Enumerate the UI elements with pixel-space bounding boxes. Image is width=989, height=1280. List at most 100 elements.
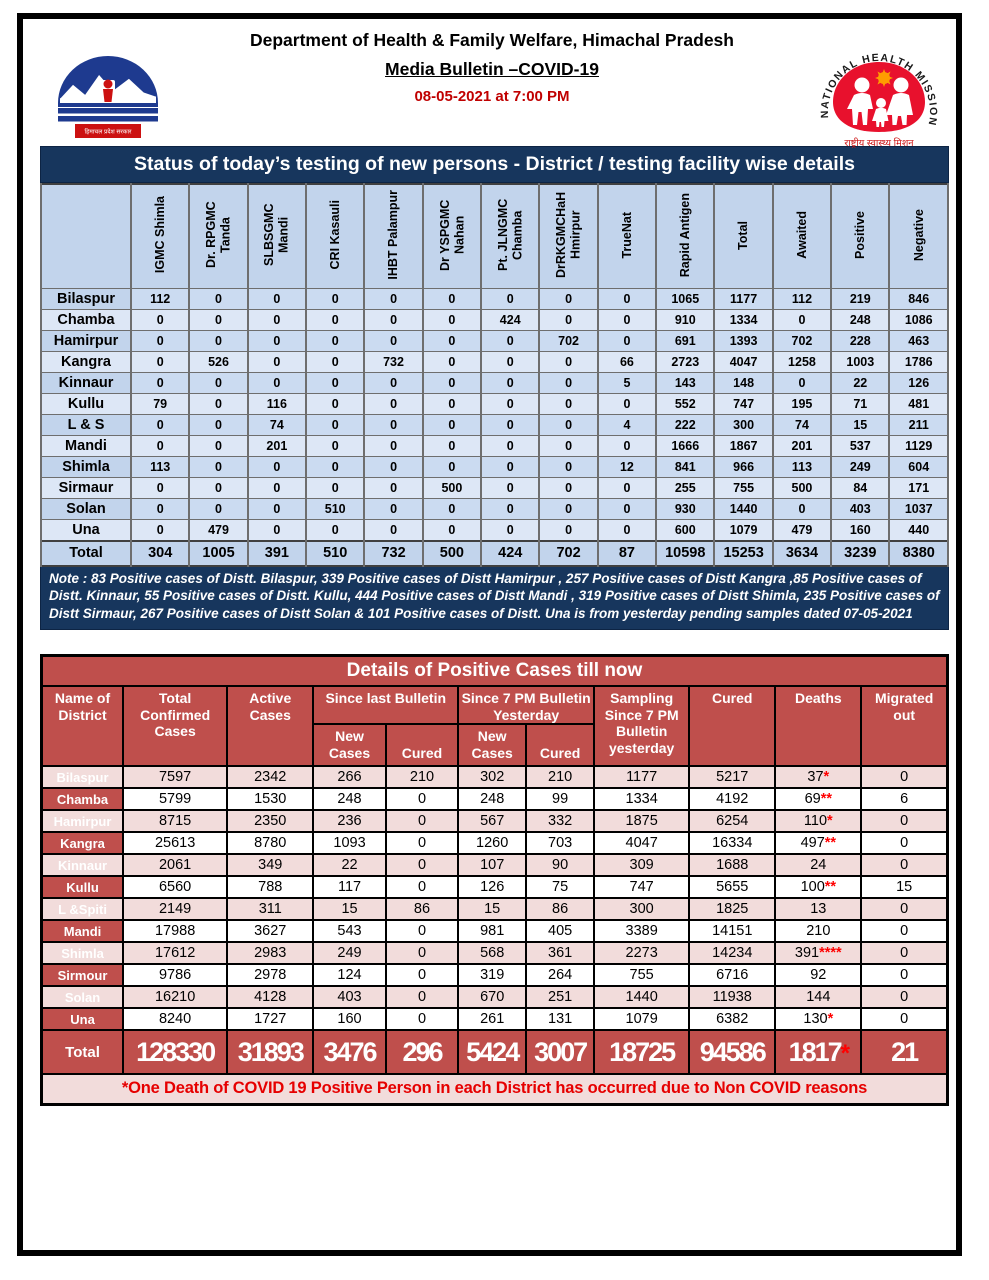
district-name-cell: Bilaspur [40, 765, 125, 790]
value-cell: 14151 [688, 919, 777, 944]
col-header-sampling: Sampling Since 7 PM Bulletin yesterday [593, 684, 691, 768]
deaths-cell: 13 [774, 897, 863, 922]
col-group-since-last-bulletin: Since last Bulletin [312, 684, 460, 726]
value-cell: 248 [457, 787, 528, 812]
value-cell: 568 [457, 941, 528, 966]
facility-column-header: Positive [830, 183, 891, 289]
value-cell: 0 [421, 351, 483, 373]
value-cell: 0 [363, 477, 424, 499]
value-cell: 0 [421, 330, 483, 352]
testing-table-note: Note : 83 Positive cases of Distt. Bilas… [40, 566, 949, 631]
value-cell: 479 [771, 519, 833, 541]
facility-column-header: IHBT Palampur [363, 183, 424, 289]
value-cell: 300 [593, 897, 691, 922]
value-cell: 17988 [122, 919, 229, 944]
district-name-cell: Kullu [40, 875, 125, 900]
value-cell: 3476 [312, 1029, 387, 1076]
value-cell: 0 [538, 519, 599, 541]
value-cell: 552 [655, 393, 716, 415]
facility-column-header: Negative [888, 183, 949, 289]
death-asterisk: * [827, 813, 833, 830]
value-cell: 463 [888, 330, 949, 352]
value-cell: 1825 [688, 897, 777, 922]
value-cell: 210 [525, 765, 596, 790]
value-cell: 71 [830, 393, 891, 415]
district-name-cell: Shimla [40, 941, 125, 966]
value-cell: 300 [713, 414, 774, 436]
value-cell: 702 [771, 330, 833, 352]
testing-table-row: Shimla 113 0 0 0 0 0 0 0 12 841 966 113 249 604 [40, 456, 949, 478]
value-cell: 8780 [226, 831, 315, 856]
value-cell: 424 [480, 309, 541, 331]
value-cell: 526 [188, 351, 249, 373]
value-cell: 4128 [226, 985, 315, 1010]
value-cell: 755 [593, 963, 691, 988]
value-cell: 236 [312, 809, 387, 834]
value-cell: 0 [596, 435, 658, 457]
migrated-cell: 0 [860, 831, 949, 856]
value-cell: 90 [525, 853, 596, 878]
value-cell: 107 [457, 853, 528, 878]
bulletin-title: Media Bulletin –COVID-19 [385, 59, 599, 79]
district-name-cell: Total [40, 1029, 125, 1076]
value-cell: 1786 [888, 351, 949, 373]
value-cell: 424 [480, 539, 541, 566]
value-cell: 567 [457, 809, 528, 834]
value-cell: 112 [771, 288, 833, 310]
value-cell: 228 [830, 330, 891, 352]
value-cell: 195 [771, 393, 833, 415]
value-cell: 5799 [122, 787, 229, 812]
deaths-cell: 100** [774, 875, 863, 900]
district-name-cell: L &Spiti [40, 897, 125, 922]
value-cell: 691 [655, 330, 716, 352]
district-name-cell: Sirmaur [40, 477, 132, 499]
district-name-cell: Solan [40, 985, 125, 1010]
district-name-cell: Sirmour [40, 963, 125, 988]
value-cell: 261 [457, 1007, 528, 1032]
masthead: हिमाचल प्रदेश सरकार Department of Health… [40, 24, 949, 149]
value-cell: 1258 [771, 351, 833, 373]
positive-table-title: Details of Positive Cases till now [40, 654, 949, 687]
death-asterisk: ** [820, 791, 833, 808]
value-cell: 74 [246, 414, 308, 436]
testing-table-row: Hamirpur 0 0 0 0 0 0 0 702 0 691 1393 702 228 463 [40, 330, 949, 352]
district-name-cell: Hamirpur [40, 330, 132, 352]
value-cell: 0 [480, 372, 541, 394]
value-cell: 2342 [226, 765, 315, 790]
district-name-cell: Hamirpur [40, 809, 125, 834]
value-cell: 543 [312, 919, 387, 944]
value-cell: 440 [888, 519, 949, 541]
district-name-cell: Solan [40, 498, 132, 520]
value-cell: 6560 [122, 875, 229, 900]
value-cell: 981 [457, 919, 528, 944]
col-header-deaths: Deaths [774, 684, 863, 768]
migrated-cell: 15 [860, 875, 949, 900]
value-cell: 0 [421, 498, 483, 520]
value-cell: 0 [188, 288, 249, 310]
testing-table-row: Sirmaur 0 0 0 0 0 500 0 0 0 255 755 500 84 171 [40, 477, 949, 499]
value-cell: 249 [312, 941, 387, 966]
value-cell: 222 [655, 414, 716, 436]
facility-column-header: Pt. JLNGMC Chamba [480, 183, 541, 289]
value-cell: 9786 [122, 963, 229, 988]
value-cell: 1530 [226, 787, 315, 812]
hp-government-logo: हिमाचल प्रदेश सरकार [40, 24, 175, 147]
value-cell: 2723 [655, 351, 716, 373]
value-cell: 0 [246, 288, 308, 310]
value-cell: 1440 [593, 985, 691, 1010]
value-cell: 2350 [226, 809, 315, 834]
district-name-cell: Kangra [40, 351, 132, 373]
district-name-cell: Bilaspur [40, 288, 132, 310]
value-cell: 0 [305, 351, 366, 373]
value-cell: 160 [830, 519, 891, 541]
value-cell: 604 [888, 456, 949, 478]
value-cell: 0 [129, 435, 191, 457]
value-cell: 66 [596, 351, 658, 373]
testing-table: IGMC Shimla Dr. RPGMC Tanda SLBSGMC Mandi C… [40, 183, 949, 567]
value-cell: 1079 [713, 519, 774, 541]
migrated-cell: 0 [860, 919, 949, 944]
positive-table-row: Mandi 17988 3627 543 0 981 405 3389 14151 210 0 [40, 919, 949, 944]
value-cell: 0 [305, 330, 366, 352]
testing-table-row: L & S 0 0 74 0 0 0 0 0 4 222 300 74 15 211 [40, 414, 949, 436]
facility-column-header: Rapid Antigen [655, 183, 716, 289]
